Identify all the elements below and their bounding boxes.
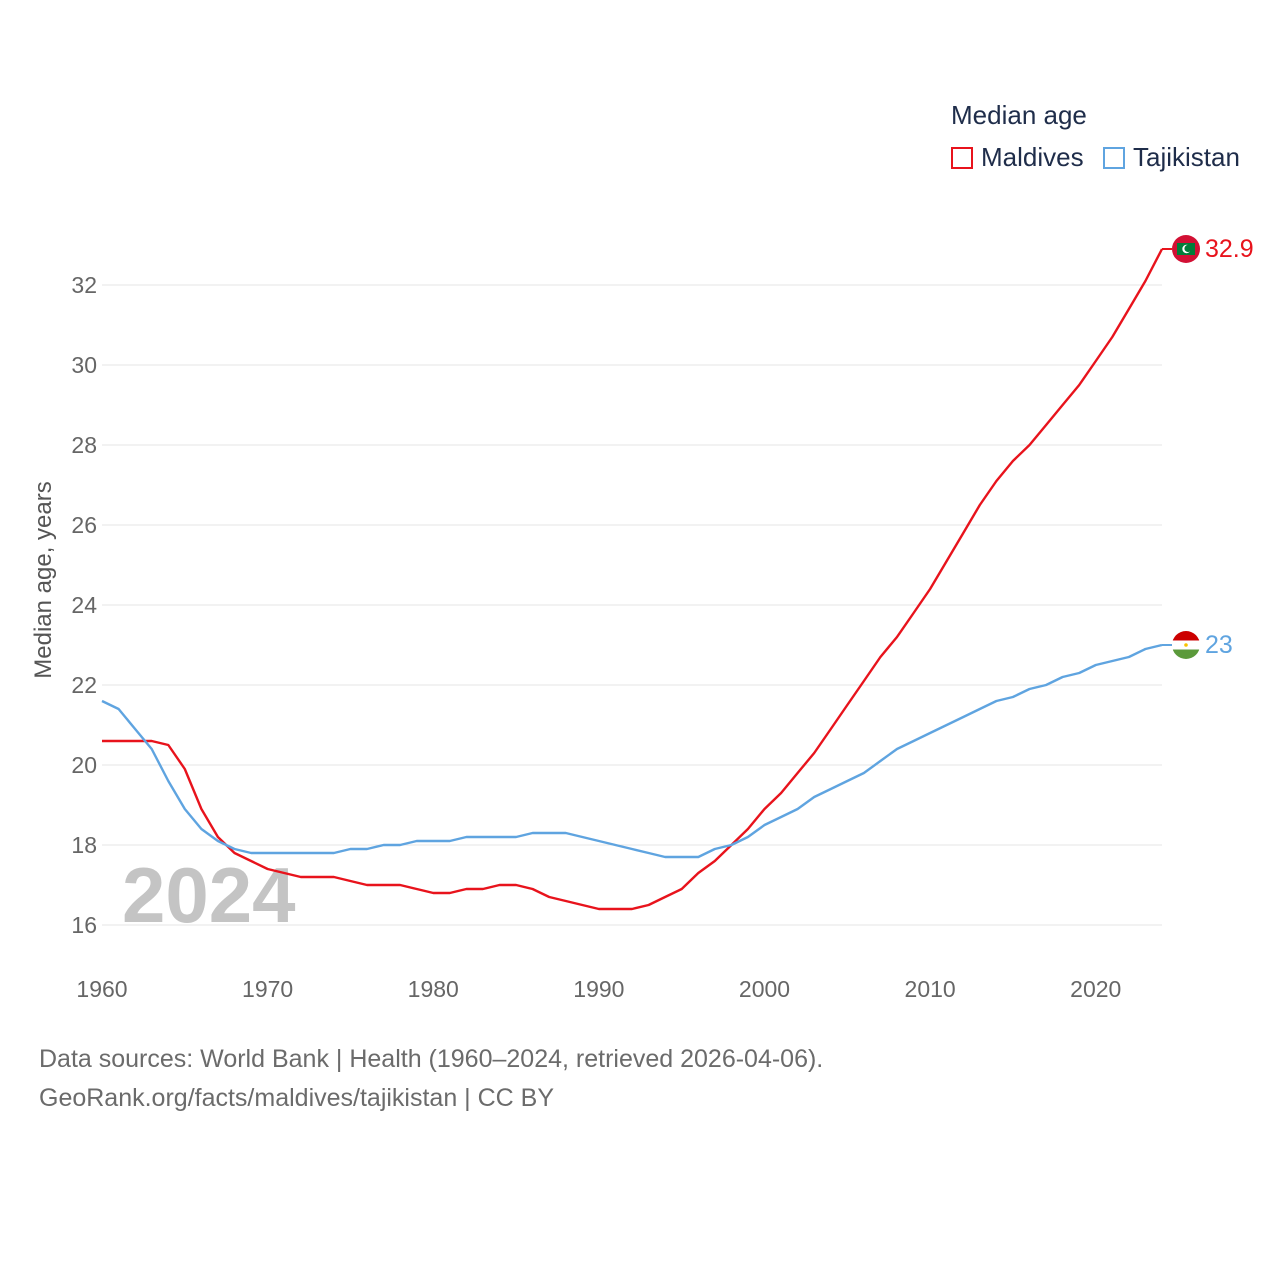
x-tick-label-2010: 2010 (905, 976, 956, 1002)
maldives-flag-icon (1172, 235, 1200, 263)
y-tick-label-20: 20 (71, 752, 97, 778)
tajikistan-flag-icon (1172, 631, 1200, 659)
year-label: 2024 (122, 851, 296, 939)
footer-sources: Data sources: World Bank | Health (1960–… (39, 1045, 824, 1073)
x-tick-label-1960: 1960 (76, 976, 127, 1002)
y-tick-label-30: 30 (71, 352, 97, 378)
x-tick-label-1970: 1970 (242, 976, 293, 1002)
end-value-label-tajikistan: 23 (1205, 631, 1233, 659)
series-line-tajikistan[interactable] (101, 643, 1163, 859)
y-tick-label-22: 22 (71, 672, 97, 698)
series-line-maldives[interactable] (102, 248, 1164, 911)
y-tick-label-32: 32 (71, 272, 97, 298)
footer-link[interactable]: GeoRank.org/facts/maldives/tajikistan | … (39, 1084, 555, 1112)
legend-label-tajikistan: Tajikistan (1133, 142, 1240, 172)
y-tick-label-16: 16 (71, 912, 97, 938)
y-axis-title: Median age, years (30, 481, 57, 678)
y-tick-label-18: 18 (71, 832, 97, 858)
legend-title: Median age (951, 100, 1087, 130)
legend-swatch-tajikistan (1103, 146, 1125, 169)
y-tick-label-28: 28 (71, 432, 97, 458)
legend-label-maldives: Maldives (981, 142, 1084, 172)
legend-item-tajikistan[interactable]: Tajikistan (1103, 142, 1240, 173)
x-tick-label-1980: 1980 (408, 976, 459, 1002)
x-tick-label-1990: 1990 (573, 976, 624, 1002)
y-tick-label-24: 24 (71, 592, 97, 618)
legend-swatch-maldives (951, 146, 973, 169)
y-tick-label-26: 26 (71, 512, 97, 538)
legend-item-maldives[interactable]: Maldives (951, 142, 1084, 173)
end-value-label-maldives: 32.9 (1205, 235, 1254, 263)
x-tick-label-2020: 2020 (1070, 976, 1121, 1002)
x-tick-label-2000: 2000 (739, 976, 790, 1002)
